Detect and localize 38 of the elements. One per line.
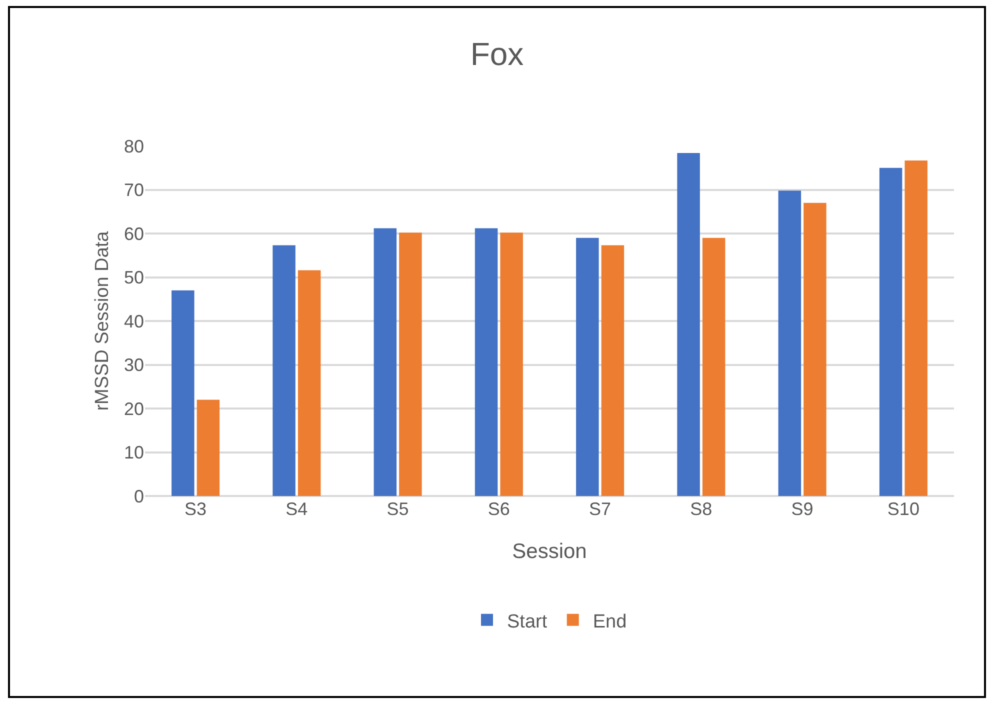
bar [702, 238, 726, 496]
y-tick-label: 20 [124, 398, 144, 419]
bar [298, 270, 321, 496]
legend-label: Start [507, 611, 548, 632]
x-tick-label: S3 [184, 499, 207, 519]
x-tick-label: S6 [488, 499, 510, 519]
bar [374, 228, 397, 496]
y-tick-label: 30 [124, 355, 144, 376]
bar [196, 400, 220, 496]
x-tick-label: S10 [887, 499, 920, 519]
bar [804, 202, 826, 496]
y-tick-label: 70 [124, 180, 144, 200]
x-tick-label: S9 [791, 499, 814, 519]
y-tick-label: 50 [124, 268, 144, 288]
bar [576, 238, 599, 496]
bar [500, 232, 523, 496]
bar [601, 245, 624, 496]
legend-label: End [592, 611, 627, 632]
y-tick-label: 0 [134, 486, 144, 506]
bar [677, 153, 700, 496]
y-axis-title: rMSSD Session Data [92, 230, 113, 411]
bar [474, 228, 498, 496]
y-tick-label: 40 [124, 311, 144, 332]
bar [172, 290, 194, 496]
bar [272, 245, 296, 496]
x-axis-title: Session [512, 540, 587, 564]
bar [778, 190, 802, 496]
y-tick-label: 10 [124, 442, 144, 463]
bar [879, 168, 902, 496]
x-tick-label: S7 [589, 499, 612, 519]
x-tick-label: S8 [690, 499, 712, 519]
chart-title: Fox [470, 36, 524, 72]
bar [399, 232, 422, 496]
x-tick-label: S5 [386, 499, 409, 519]
y-tick-label: 80 [124, 136, 144, 156]
bar [904, 160, 928, 496]
x-tick-label: S4 [286, 499, 308, 519]
y-tick-label: 60 [124, 224, 144, 244]
